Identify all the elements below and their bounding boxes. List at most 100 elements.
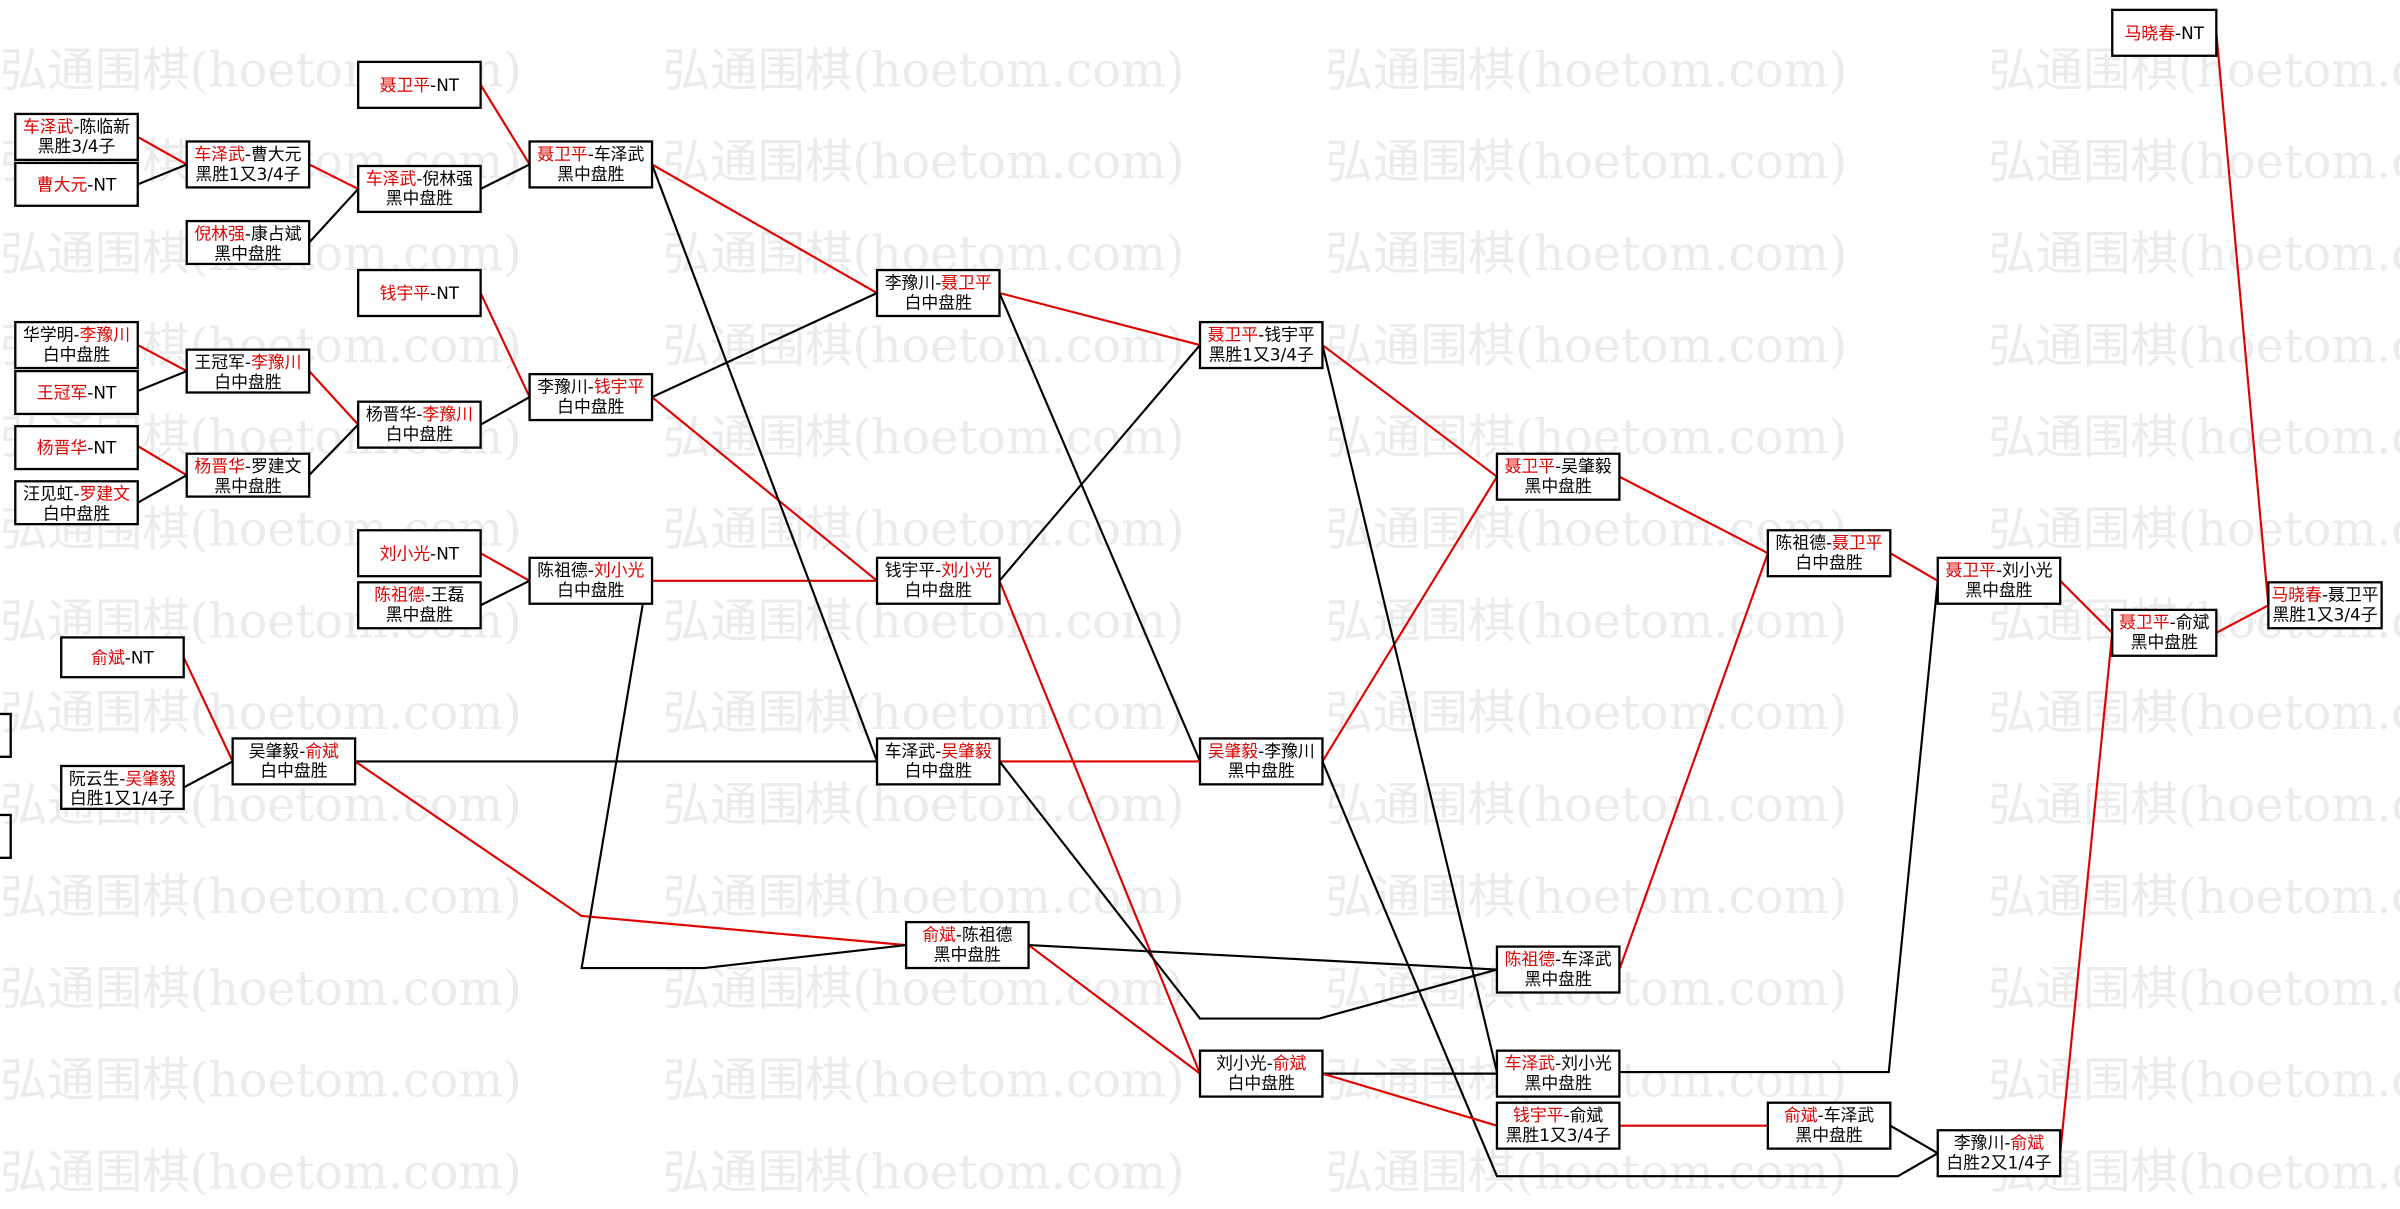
connector — [1027, 944, 1201, 1075]
player-name: 聂卫平 — [1505, 456, 1555, 476]
result: 黑中盘胜 — [2131, 632, 2198, 652]
match-box — [357, 164, 482, 214]
player-name: -NT — [87, 438, 117, 458]
match-box — [14, 112, 139, 162]
connector — [308, 370, 359, 426]
player-name: 曹大元 — [37, 174, 88, 194]
connector — [2059, 632, 2114, 1154]
match: 俞斌-NT — [60, 636, 185, 679]
player-name: -NT — [430, 75, 460, 95]
player-name: 聂卫平 — [941, 272, 991, 292]
player-name: -车泽武 — [588, 144, 645, 164]
players: 马晓春-NT — [2125, 23, 2205, 43]
players: 钱宇平-刘小光 — [885, 560, 992, 580]
result: 黑胜1又3/4子 — [2272, 605, 2377, 625]
player-name: -钱宇平 — [1258, 324, 1315, 344]
watermark: 弘通围棋(hoetom.com) — [0, 686, 522, 741]
player-name: 李豫川 — [80, 324, 130, 344]
connector — [1618, 475, 1769, 555]
players: 王冠军-李豫川 — [194, 352, 301, 372]
match: 刘小光-NT — [357, 529, 482, 578]
player-name: -吴肇毅 — [1555, 456, 1612, 476]
watermark: 弘通围棋(hoetom.com) — [1988, 870, 2400, 925]
players: 刘小光-NT — [380, 543, 460, 563]
players: 华学明-李豫川 — [23, 324, 130, 344]
match-box — [185, 348, 311, 394]
match-box — [1766, 1101, 1892, 1150]
player-name: 车泽武 — [23, 116, 74, 136]
player-name: 杨晋华 — [37, 438, 87, 458]
match-box — [14, 161, 139, 207]
connector — [1321, 344, 1498, 1073]
connector — [1889, 1124, 1939, 1155]
watermark: 弘通围棋(hoetom.com) — [1988, 503, 2400, 558]
connector — [137, 344, 188, 373]
watermark: 弘通围棋(hoetom.com) — [1326, 319, 1848, 374]
player-name: 汪见虹- — [23, 484, 80, 504]
watermark: 弘通围棋(hoetom.com) — [1326, 870, 1848, 925]
players: 聂卫平-吴肇毅 — [1505, 456, 1612, 476]
watermark: 弘通围棋(hoetom.com) — [1988, 686, 2400, 741]
connector — [308, 163, 359, 190]
match-box — [231, 737, 357, 786]
match-box — [1198, 320, 1324, 370]
player-name: -聂卫平 — [2322, 585, 2379, 605]
connector — [182, 656, 234, 762]
players: 俞斌-NT — [91, 647, 154, 667]
result: 黑中盘胜 — [214, 243, 281, 263]
watermark: 弘通围棋(hoetom.com) — [1988, 227, 2400, 282]
match: 聂卫平-NT — [357, 60, 482, 109]
watermark: 弘通围棋(hoetom.com) — [0, 870, 522, 925]
connector — [1889, 552, 1939, 582]
connector — [354, 760, 907, 947]
player-name: 钱宇平 — [1513, 1105, 1563, 1125]
watermark: 弘通围棋(hoetom.com) — [663, 319, 1185, 374]
player-name: 罗建文 — [80, 484, 131, 504]
player-name: 刘小光 — [380, 543, 431, 563]
player-name: -曹大元 — [245, 144, 302, 164]
connector — [137, 445, 188, 477]
player-name: 李豫川- — [537, 377, 594, 397]
player-name: 王冠军- — [194, 352, 251, 372]
result: 白胜1又1/4子 — [70, 788, 175, 808]
match: 钱宇平-NT — [357, 268, 482, 318]
player-name: -俞斌 — [2170, 612, 2210, 632]
players: 车泽武-倪林强 — [366, 168, 473, 188]
players: 马晓春-聂卫平 — [2271, 585, 2378, 605]
result: 白中盘胜 — [260, 761, 327, 781]
watermark: 弘通围棋(hoetom.com) — [663, 43, 1185, 98]
player-name: 阮云生- — [69, 768, 126, 788]
connector — [480, 552, 531, 582]
players: 阮云生-吴肇毅 — [69, 768, 176, 788]
connector — [651, 396, 878, 582]
player-name: 吴肇毅 — [125, 768, 176, 788]
player-name: -NT — [87, 383, 117, 403]
connector — [1618, 552, 1769, 970]
watermark: 弘通围棋(hoetom.com) — [0, 1145, 522, 1200]
connector — [480, 396, 531, 426]
players: 陈祖德-车泽武 — [1505, 949, 1612, 969]
connector — [1321, 344, 1498, 478]
player-name: -NT — [125, 647, 155, 667]
watermark: 弘通围棋(hoetom.com) — [1326, 43, 1848, 98]
connector — [308, 188, 359, 244]
result: 白中盘胜 — [214, 372, 281, 392]
match-box — [2267, 581, 2383, 630]
players: 俞斌-陈祖德 — [922, 924, 1012, 944]
result: 白中盘胜 — [1795, 553, 1862, 573]
match-box — [60, 764, 185, 810]
connector — [998, 344, 1201, 582]
watermark: 弘通围棋(hoetom.com) — [1988, 135, 2400, 190]
result: 白中盘胜 — [905, 580, 972, 600]
match-box — [14, 425, 139, 471]
result: 白中盘胜 — [557, 580, 624, 600]
